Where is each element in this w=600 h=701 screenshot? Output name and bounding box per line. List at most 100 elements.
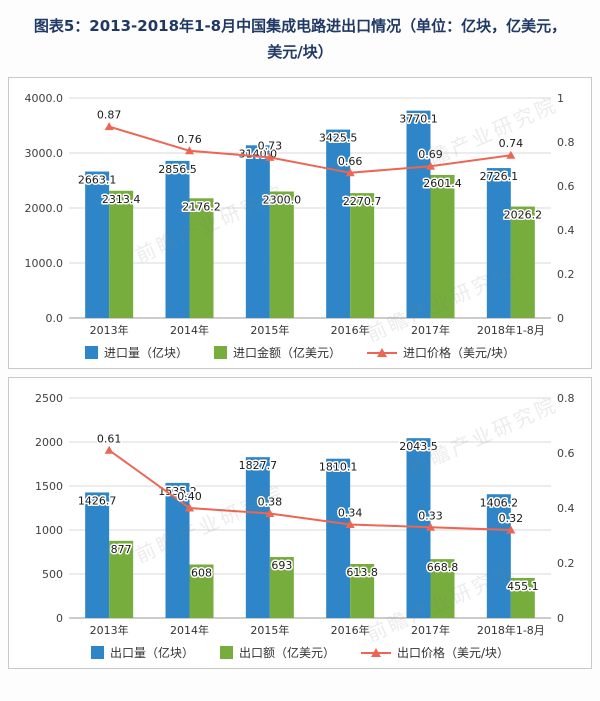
bar-value-label: 613.8 — [346, 566, 378, 579]
y-axis-left-tick-label: 2000.0 — [25, 202, 64, 215]
legend-label: 出口量（亿块） — [109, 646, 194, 660]
y-axis-left-tick-label: 1000 — [35, 524, 63, 537]
line-value-label: 0.34 — [338, 507, 363, 520]
y-axis-left-tick-label: 500 — [42, 568, 63, 581]
x-axis-category-label: 2013年 — [90, 623, 129, 637]
x-axis-category-label: 2014年 — [170, 323, 209, 337]
y-axis-left-tick-label: 1500 — [35, 480, 63, 493]
x-axis-category-label: 2015年 — [250, 323, 289, 337]
bar-value-label: 2313.4 — [102, 193, 141, 206]
bar-value-label: 1535.2 — [158, 485, 197, 498]
import-chart-panel: 前瞻产业研究院 前瞻产业研究院 前瞻产业研究院 0.01000.02000.03… — [8, 77, 592, 369]
bar-value-label: 2300.0 — [263, 194, 302, 207]
import-chart-plot: 0.0 1000.0 2000.0 3000.0 4000.0 0 0.2 0.4 0.6 0.8… — [25, 92, 575, 337]
bar-value-label: 693 — [271, 559, 292, 572]
price-line — [108, 449, 511, 531]
volume-bar — [165, 160, 190, 318]
triangle-marker-icon — [265, 152, 275, 161]
y-axis-right-tick-label: 0.2 — [557, 268, 575, 281]
volume-bar — [406, 110, 431, 318]
import-volume-swatch-icon — [84, 346, 98, 359]
triangle-marker-icon — [426, 161, 435, 170]
x-axis-category-label: 2018年1-8月 — [477, 323, 545, 337]
triangle-marker-icon — [345, 168, 355, 177]
y-axis-right-tick-label: 0.8 — [557, 136, 575, 149]
y-axis-right-tick-label: 0.4 — [557, 502, 575, 515]
value-bar — [430, 559, 455, 618]
value-bar — [189, 564, 214, 618]
legend-item-import-value: 进口金额（亿美元） — [213, 344, 341, 361]
line-value-label: 0.87 — [97, 109, 122, 122]
volume-bar — [165, 482, 190, 618]
import-chart-legend: 进口量（亿块） 进口金额（亿美元） 进口价格（美元/块） — [13, 342, 587, 366]
triangle-marker-icon — [104, 122, 114, 131]
line-value-label: 0.33 — [418, 509, 443, 522]
x-axis-category-label: 2018年1-8月 — [477, 623, 545, 637]
x-axis-category-label: 2014年 — [170, 623, 209, 637]
value-bar — [109, 190, 134, 318]
export-chart-plot: 0 500 1000 1500 2000 2500 0 0.2 0.4 0.6 0.8 1426.7 1… — [35, 392, 575, 637]
bar-value-label: 2176.2 — [182, 200, 221, 213]
bar-value-label: 3425.5 — [319, 132, 358, 145]
line-value-label: 0.73 — [258, 139, 283, 152]
bar-value-label: 3770.1 — [399, 113, 438, 126]
triangle-marker-icon — [185, 503, 194, 512]
triangle-marker-icon — [506, 525, 516, 534]
legend-item-import-volume: 进口量（亿块） — [84, 344, 188, 361]
triangle-marker-icon — [426, 522, 435, 531]
y-axis-right-tick-label: 0.8 — [557, 392, 575, 405]
line-value-label: 0.38 — [258, 496, 283, 509]
volume-bar — [486, 494, 511, 618]
volume-bar — [245, 145, 270, 318]
x-axis-category-label: 2013年 — [90, 323, 129, 337]
value-bar — [109, 540, 134, 618]
value-bar — [510, 577, 535, 618]
y-axis-right-tick-label: 0 — [557, 612, 564, 625]
y-axis-right-tick-label: 0.2 — [557, 557, 575, 570]
y-axis-right-tick-label: 1 — [557, 92, 564, 105]
bar-value-label: 668.8 — [427, 561, 459, 574]
bar-value-label: 2663.1 — [78, 174, 117, 187]
bar-value-label: 2270.7 — [343, 195, 382, 208]
x-axis-category-label: 2017年 — [411, 323, 450, 337]
x-axis-category-label: 2016年 — [331, 623, 370, 637]
legend-item-export-price: 出口价格（美元/块） — [360, 644, 509, 661]
y-axis-right-tick-label: 0.6 — [557, 180, 575, 193]
y-axis-right-tick-label: 0.4 — [557, 224, 575, 237]
volume-bar — [245, 457, 270, 618]
bar-value-label: 2043.5 — [399, 440, 438, 453]
line-value-label: 0.66 — [338, 155, 363, 168]
legend-label: 进口价格（美元/块） — [402, 346, 516, 360]
import-value-swatch-icon — [213, 346, 227, 359]
line-value-label: 0.40 — [177, 490, 202, 503]
volume-bar — [486, 168, 511, 318]
bar-value-label: 455.1 — [507, 580, 539, 593]
line-value-label: 0.32 — [499, 512, 524, 525]
export-chart-legend: 出口量（亿块） 出口额（亿美元） 出口价格（美元/块） — [13, 642, 587, 666]
y-axis-left-tick-label: 3000.0 — [25, 147, 64, 160]
legend-label: 进口金额（亿美元） — [232, 346, 341, 360]
triangle-marker-icon — [506, 150, 516, 159]
y-axis-left-tick-label: 4000.0 — [25, 92, 64, 105]
export-price-line-swatch-icon — [360, 647, 391, 657]
bar-value-label: 1426.7 — [78, 494, 117, 507]
line-value-label: 0.69 — [418, 148, 443, 161]
volume-bar — [326, 129, 351, 318]
bar-value-label: 2026.2 — [504, 209, 543, 222]
y-axis-left-tick-label: 0 — [56, 612, 63, 625]
triangle-marker-icon — [345, 520, 355, 528]
value-bar — [350, 193, 375, 318]
price-line — [108, 125, 511, 174]
y-axis-right-tick-label: 0 — [557, 312, 564, 325]
value-bar — [189, 198, 214, 318]
volume-bar — [326, 458, 351, 618]
y-axis-left-tick-label: 0.0 — [46, 312, 64, 325]
y-axis-left-tick-label: 2500 — [35, 392, 63, 405]
bar-value-label: 608 — [191, 566, 212, 579]
volume-bar — [85, 492, 110, 618]
figure-title: 图表5：2013-2018年1-8月中国集成电路进出口情况（单位：亿块，亿美元，… — [33, 17, 567, 61]
legend-item-import-price: 进口价格（美元/块） — [366, 344, 516, 361]
bar-value-label: 877 — [111, 543, 132, 556]
x-axis-category-label: 2016年 — [331, 323, 370, 337]
export-chart-panel: 前瞻产业研究院 前瞻产业研究院 前瞻产业研究院 0500100015002000… — [8, 377, 592, 669]
